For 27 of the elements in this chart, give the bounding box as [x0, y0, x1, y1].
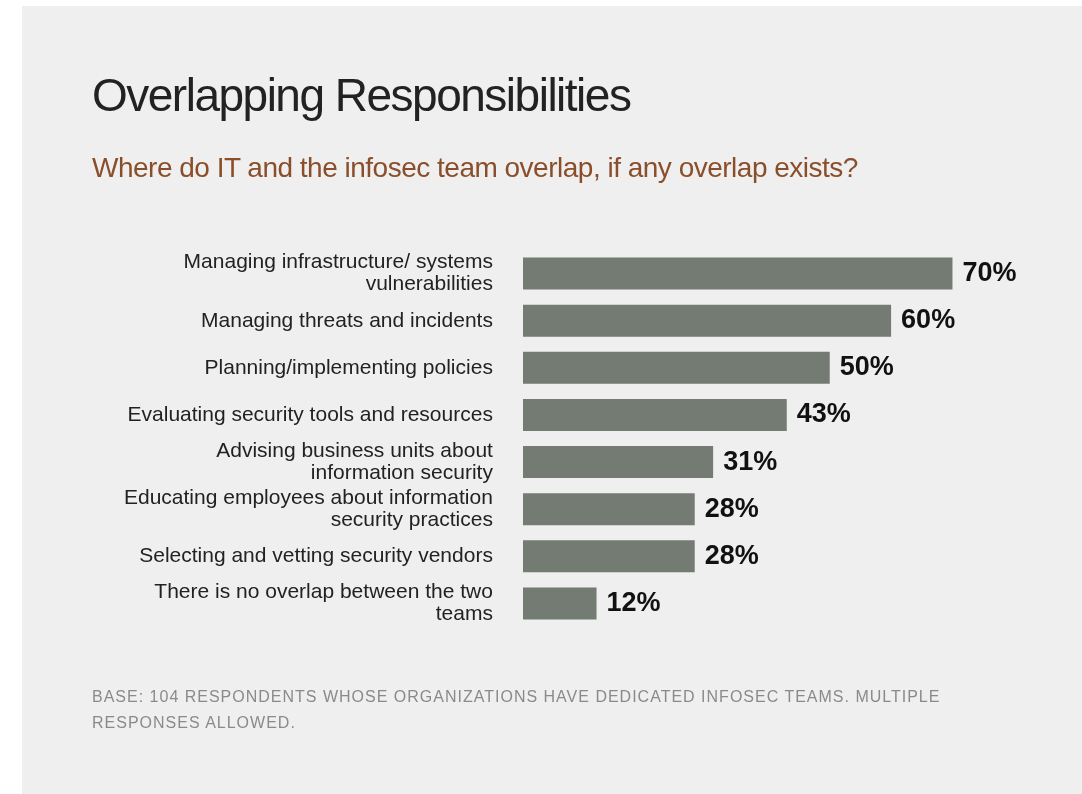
bar — [522, 257, 953, 290]
data-label: 28% — [704, 539, 759, 570]
y-tick-label: Evaluating security tools and resources — [127, 401, 493, 425]
y-tick-label: There is no overlap between the two teams — [154, 579, 493, 625]
bar — [522, 398, 787, 431]
y-tick-label: Educating employees about information security practices — [123, 484, 493, 530]
data-label: 70% — [962, 257, 1017, 288]
y-tick-label: Advising business units about information security — [216, 437, 494, 483]
data-label: 28% — [704, 492, 759, 523]
bar — [522, 304, 892, 337]
chart-subtitle: Where do IT and the infosec team overlap, if any overlap exists? — [92, 152, 858, 184]
text: BASE: 104 RESPONDENTS WHOSE ORGANIZATIONS HAVE DEDICATED INFOSEC TEAMS. MULTIPLE RESPONSES ALLOWED. — [92, 687, 942, 733]
bar — [522, 493, 695, 526]
chart-title: Overlapping Responsibilities — [92, 68, 631, 122]
data-label: 12% — [606, 586, 661, 617]
bar — [522, 540, 695, 573]
y-tick-label: Planning/implementing policies — [204, 354, 493, 378]
data-label: 50% — [839, 351, 894, 382]
data-label: 60% — [901, 304, 956, 335]
y-tick-label: Selecting and vetting security vendors — [139, 543, 493, 567]
bar — [522, 587, 597, 620]
data-label: 31% — [723, 445, 778, 476]
data-label: 43% — [796, 398, 851, 429]
bar — [522, 351, 830, 384]
bar — [522, 446, 714, 479]
y-tick-label: Managing infrastructure/ systems vulnerabilities — [183, 249, 493, 295]
y-tick-label: Managing threats and incidents — [201, 307, 493, 331]
